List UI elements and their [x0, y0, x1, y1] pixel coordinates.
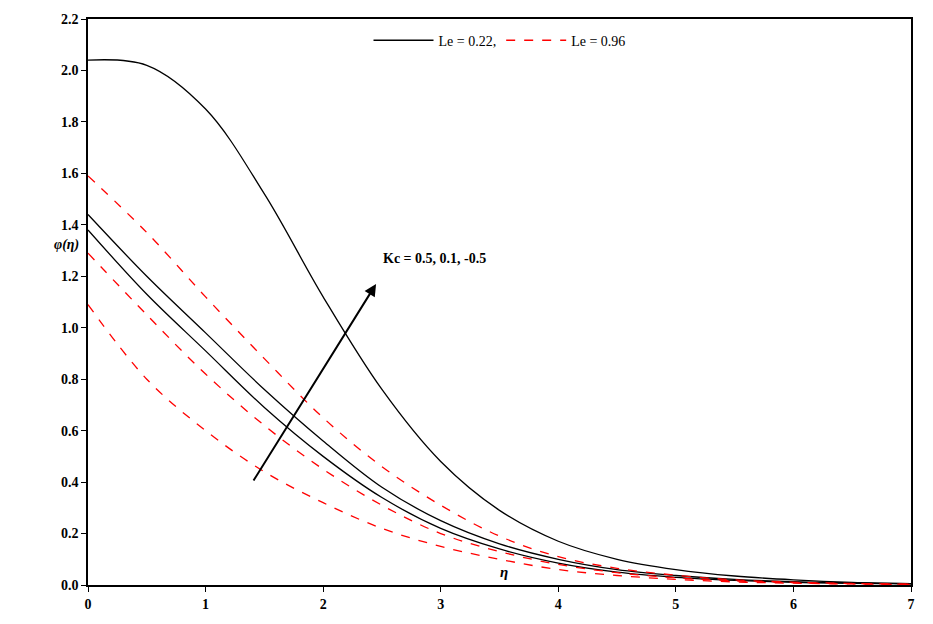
- svg-text:0: 0: [85, 597, 92, 612]
- svg-text:Kc = 0.5, 0.1, -0.5: Kc = 0.5, 0.1, -0.5: [383, 251, 486, 266]
- svg-text:0.2: 0.2: [61, 526, 79, 541]
- svg-text:7: 7: [908, 597, 915, 612]
- svg-text:1.8: 1.8: [61, 115, 79, 130]
- svg-text:η: η: [500, 564, 508, 580]
- svg-text:2.2: 2.2: [61, 12, 79, 27]
- svg-text:2: 2: [320, 597, 327, 612]
- svg-text:φ(η): φ(η): [54, 237, 79, 253]
- svg-text:1: 1: [202, 597, 209, 612]
- svg-text:1.4: 1.4: [61, 218, 79, 233]
- svg-text:6: 6: [790, 597, 797, 612]
- svg-text:2.0: 2.0: [61, 63, 79, 78]
- svg-text:Le = 0.22,: Le = 0.22,: [439, 34, 497, 49]
- svg-text:1.6: 1.6: [61, 166, 79, 181]
- svg-text:0.8: 0.8: [61, 372, 79, 387]
- svg-text:0.0: 0.0: [61, 578, 79, 593]
- svg-text:1.2: 1.2: [61, 269, 79, 284]
- svg-text:0.6: 0.6: [61, 424, 79, 439]
- svg-text:Le = 0.96: Le = 0.96: [571, 34, 625, 49]
- svg-text:4: 4: [555, 597, 562, 612]
- svg-text:1.0: 1.0: [61, 321, 79, 336]
- svg-text:3: 3: [437, 597, 444, 612]
- svg-text:0.4: 0.4: [61, 475, 79, 490]
- svg-text:5: 5: [672, 597, 679, 612]
